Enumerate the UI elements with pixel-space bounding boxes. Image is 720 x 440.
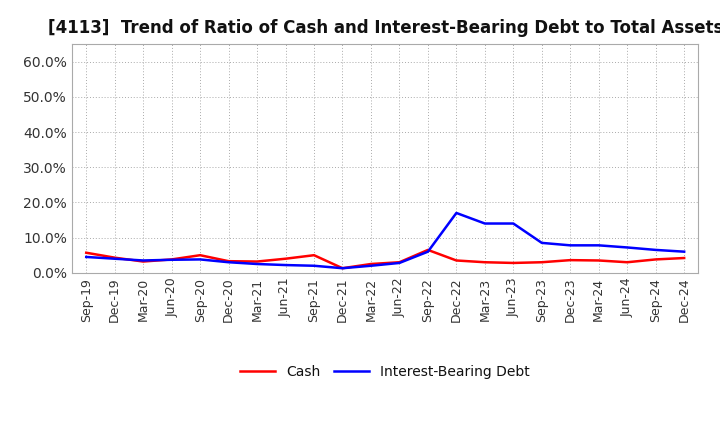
Cash bbox=[595, 258, 603, 263]
Cash bbox=[225, 259, 233, 264]
Cash bbox=[338, 266, 347, 271]
Interest-Bearing Debt bbox=[395, 260, 404, 266]
Cash bbox=[196, 253, 204, 258]
Interest-Bearing Debt bbox=[652, 247, 660, 253]
Interest-Bearing Debt bbox=[452, 210, 461, 216]
Cash bbox=[282, 256, 290, 261]
Cash bbox=[139, 259, 148, 264]
Title: [4113]  Trend of Ratio of Cash and Interest-Bearing Debt to Total Assets: [4113] Trend of Ratio of Cash and Intere… bbox=[48, 19, 720, 37]
Cash bbox=[110, 255, 119, 260]
Interest-Bearing Debt bbox=[139, 258, 148, 263]
Interest-Bearing Debt bbox=[167, 257, 176, 262]
Interest-Bearing Debt bbox=[338, 266, 347, 271]
Interest-Bearing Debt bbox=[680, 249, 688, 254]
Cash bbox=[253, 259, 261, 264]
Interest-Bearing Debt bbox=[595, 243, 603, 248]
Interest-Bearing Debt bbox=[537, 240, 546, 246]
Interest-Bearing Debt bbox=[310, 263, 318, 268]
Line: Cash: Cash bbox=[86, 250, 684, 268]
Interest-Bearing Debt bbox=[196, 257, 204, 262]
Interest-Bearing Debt bbox=[253, 261, 261, 267]
Interest-Bearing Debt bbox=[225, 260, 233, 265]
Cash bbox=[366, 261, 375, 267]
Cash bbox=[623, 260, 631, 265]
Cash bbox=[509, 260, 518, 266]
Interest-Bearing Debt bbox=[366, 263, 375, 268]
Cash bbox=[167, 257, 176, 262]
Legend: Cash, Interest-Bearing Debt: Cash, Interest-Bearing Debt bbox=[235, 360, 536, 385]
Interest-Bearing Debt bbox=[82, 254, 91, 260]
Interest-Bearing Debt bbox=[110, 256, 119, 261]
Interest-Bearing Debt bbox=[423, 249, 432, 254]
Interest-Bearing Debt bbox=[566, 243, 575, 248]
Interest-Bearing Debt bbox=[282, 262, 290, 268]
Cash bbox=[452, 258, 461, 263]
Interest-Bearing Debt bbox=[623, 245, 631, 250]
Cash bbox=[395, 260, 404, 265]
Cash bbox=[423, 247, 432, 253]
Cash bbox=[480, 260, 489, 265]
Cash bbox=[537, 260, 546, 265]
Cash bbox=[82, 250, 91, 255]
Interest-Bearing Debt bbox=[480, 221, 489, 226]
Cash bbox=[680, 255, 688, 260]
Line: Interest-Bearing Debt: Interest-Bearing Debt bbox=[86, 213, 684, 268]
Cash bbox=[310, 253, 318, 258]
Interest-Bearing Debt bbox=[509, 221, 518, 226]
Cash bbox=[652, 257, 660, 262]
Cash bbox=[566, 257, 575, 263]
